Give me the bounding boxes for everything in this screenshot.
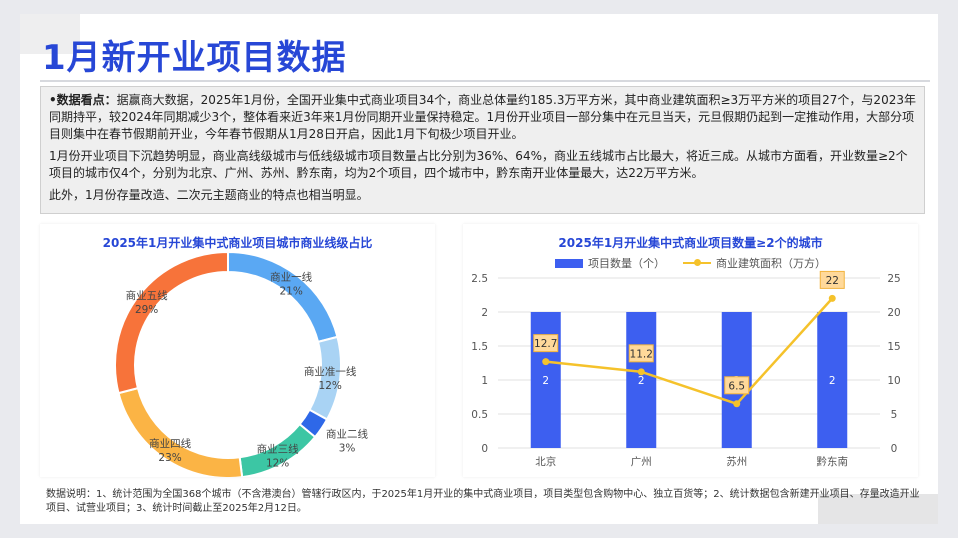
summary-box: •数据看点：据赢商大数据，2025年1月份，全国开业集中式商业项目34个，商业总… bbox=[40, 86, 925, 214]
donut-label-2: 商业二线 bbox=[326, 427, 368, 440]
bar-value-label-1: 2 bbox=[638, 375, 645, 387]
line-label-box-0 bbox=[533, 334, 559, 353]
summary-paragraph-2: 1月份开业项目下沉趋势明显，商业高线级城市与低线级城市项目数量占比分别为36%、… bbox=[49, 149, 908, 180]
line-point-2 bbox=[733, 400, 741, 408]
line-value-label-3: 22 bbox=[826, 275, 839, 287]
donut-label-5: 商业五线 bbox=[126, 289, 168, 302]
brush-decoration-bottom bbox=[818, 494, 938, 524]
y-right-tick-2: 10 bbox=[887, 375, 900, 387]
legend-bar-swatch bbox=[555, 258, 583, 268]
line-point-1 bbox=[637, 368, 645, 376]
title-divider bbox=[40, 80, 930, 82]
donut-value-2: 3% bbox=[339, 442, 356, 454]
donut-label-0: 商业一线 bbox=[270, 271, 312, 284]
line-value-label-1: 11.2 bbox=[630, 348, 653, 360]
line-value-label-2: 6.5 bbox=[728, 380, 745, 392]
summary-paragraph-3: 此外，1月份存量改造、二次元主题商业的特点也相当明显。 bbox=[49, 188, 369, 202]
legend-line-swatch bbox=[683, 259, 711, 266]
x-tick-0: 北京 bbox=[535, 455, 556, 468]
donut-slice-1 bbox=[308, 335, 342, 421]
donut-value-3: 12% bbox=[266, 457, 289, 469]
donut-value-4: 23% bbox=[158, 452, 181, 464]
donut-label-4: 商业四线 bbox=[149, 437, 191, 450]
bar-line-chart-panel: 2025年1月开业集中式商业项目数量≥2个的城市 项目数量（个） 商业建筑面积（万… bbox=[463, 224, 918, 477]
line-value-label-0: 12.7 bbox=[534, 338, 557, 350]
bar-value-label-3: 2 bbox=[829, 375, 836, 387]
page-title: 1月新开业项目数据 bbox=[42, 38, 347, 78]
line-label-box-2 bbox=[724, 376, 750, 395]
y-right-tick-3: 15 bbox=[887, 341, 900, 353]
donut-value-1: 12% bbox=[319, 380, 342, 392]
y-right-tick-1: 5 bbox=[891, 409, 898, 421]
y-left-tick-0: 0 bbox=[481, 443, 488, 455]
donut-chart-title: 2025年1月开业集中式商业项目城市商业线级占比 bbox=[102, 236, 373, 250]
summary-text-1: 据赢商大数据，2025年1月份，全国开业集中式商业项目34个，商业总体量约185… bbox=[49, 93, 916, 141]
donut-chart: 商业一线 21% 商业准一线 12% 商业二线 3% 商业三线 12% 商业四线 23% 商业五线 2… bbox=[114, 250, 369, 477]
y-left-tick-2: 1 bbox=[481, 375, 488, 387]
bar-value-label-0: 2 bbox=[542, 375, 549, 387]
chart-legend: 项目数量（个） 商业建筑面积（万方） bbox=[463, 255, 918, 271]
x-tick-1: 广州 bbox=[631, 456, 652, 468]
y-right-tick-5: 25 bbox=[887, 273, 900, 285]
legend-line-label: 商业建筑面积（万方） bbox=[716, 257, 826, 270]
donut-value-5: 29% bbox=[135, 304, 158, 316]
bar-1 bbox=[626, 312, 657, 448]
summary-paragraph-1: •数据看点：据赢商大数据，2025年1月份，全国开业集中式商业项目34个，商业总… bbox=[49, 92, 916, 143]
summary-lead: •数据看点： bbox=[49, 93, 117, 107]
legend-bar-label: 项目数量（个） bbox=[588, 257, 665, 270]
line-label-box-1 bbox=[628, 344, 654, 363]
area-line bbox=[545, 297, 834, 406]
line-point-3 bbox=[828, 294, 836, 302]
x-tick-2: 苏州 bbox=[726, 455, 747, 468]
line-point-0 bbox=[542, 358, 550, 366]
bar-chart-title: 2025年1月开业集中式商业项目数量≥2个的城市 bbox=[558, 236, 823, 250]
footnote: 数据说明：1、统计范围为全国368个城市（不含港澳台）管辖行政区内，于2025年… bbox=[46, 489, 920, 514]
brush-decoration-top bbox=[20, 14, 80, 54]
y-left-tick-4: 2 bbox=[481, 307, 488, 319]
donut-label-3: 商业三线 bbox=[257, 442, 299, 455]
bar-3 bbox=[817, 312, 848, 448]
y-left-tick-1: 0.5 bbox=[471, 409, 488, 421]
bar-line-chart: 00.511.522.505101520252北京2广州2苏州2黔东南12.71… bbox=[471, 270, 901, 468]
line-label-box-3 bbox=[819, 270, 845, 289]
y-right-tick-0: 0 bbox=[891, 443, 898, 455]
x-tick-3: 黔东南 bbox=[817, 455, 849, 468]
donut-slice-5 bbox=[114, 250, 229, 395]
y-right-tick-4: 20 bbox=[887, 307, 900, 319]
y-left-tick-3: 1.5 bbox=[471, 341, 488, 353]
donut-label-1: 商业准一线 bbox=[304, 365, 357, 378]
donut-value-0: 21% bbox=[279, 286, 302, 298]
donut-chart-panel: 2025年1月开业集中式商业项目城市商业线级占比 商业一线 21% 商业准一线 12%… bbox=[40, 224, 435, 477]
y-left-tick-5: 2.5 bbox=[471, 273, 488, 285]
